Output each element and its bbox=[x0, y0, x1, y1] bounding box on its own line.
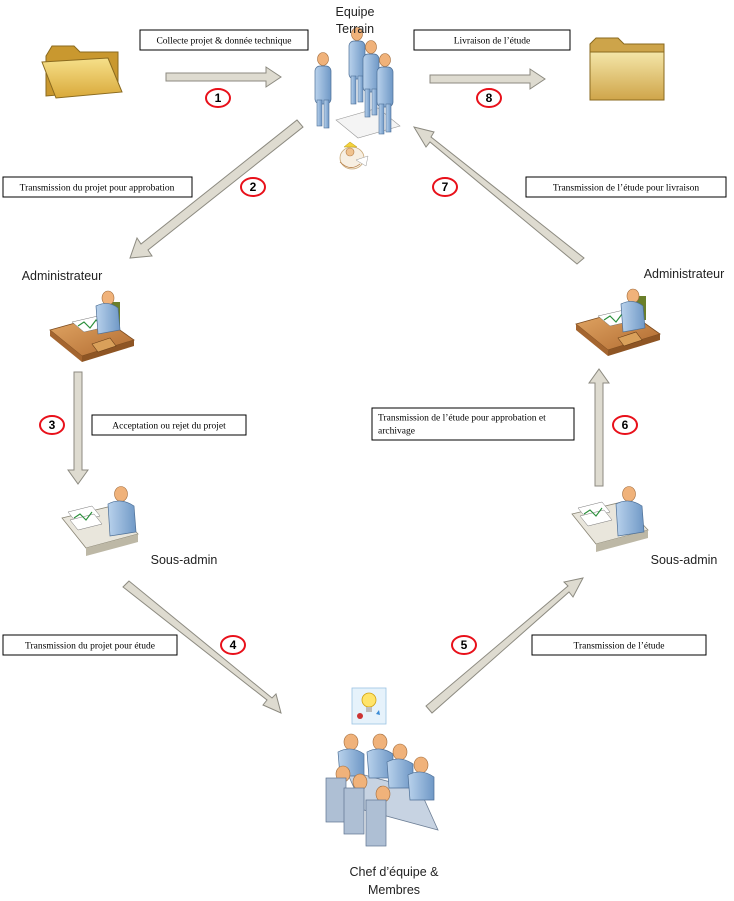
step-4-badge bbox=[220, 635, 246, 655]
step-5-label: Transmission de l’étude bbox=[574, 642, 665, 652]
step-2-box: Transmission du projet pour approbation bbox=[2, 176, 193, 198]
step-8-badge bbox=[476, 88, 502, 108]
step-6-number: 6 bbox=[622, 418, 629, 432]
arrow-6 bbox=[588, 368, 610, 487]
step-5-badge bbox=[451, 635, 477, 655]
admin-left-desk-icon bbox=[49, 290, 135, 362]
arrow-4 bbox=[122, 580, 282, 714]
subadmin-right-desk-icon bbox=[571, 486, 649, 552]
subadmin-left-desk-icon bbox=[61, 486, 139, 556]
admin-right-desk-icon bbox=[575, 288, 661, 356]
step-4-label: Transmission du projet pour étude bbox=[25, 642, 155, 652]
step-3-number: 3 bbox=[49, 418, 56, 432]
step-3-box: Acceptation ou rejet du projet bbox=[91, 414, 247, 436]
arrow-5 bbox=[425, 577, 584, 714]
step-3-badge bbox=[39, 415, 65, 435]
admin-right-label: Administrateur bbox=[644, 267, 725, 281]
step-3-label: Acceptation ou rejet du projet bbox=[112, 422, 226, 432]
step-7-badge bbox=[432, 177, 458, 197]
field-team-title-line2: Terrain bbox=[336, 22, 374, 36]
team-leader-label-line1: Chef d’équipe & bbox=[350, 865, 440, 879]
delivery-folder-icon bbox=[589, 37, 665, 101]
step-4-box: Transmission du projet pour étude bbox=[2, 634, 178, 656]
step-6-box: Transmission de l’étude pour approbation… bbox=[371, 407, 575, 441]
step-1-badge bbox=[205, 88, 231, 108]
field-team-title-line1: Equipe bbox=[336, 5, 375, 19]
step-6-label-line1: Transmission de l’étude pour approbation… bbox=[378, 414, 546, 424]
step-7-label: Transmission de l’étude pour livraison bbox=[553, 184, 700, 194]
step-1-label: Collecte projet & donnée technique bbox=[156, 37, 291, 47]
step-8-box: Livraison de l’étude bbox=[413, 29, 571, 51]
team-meeting-icon bbox=[325, 733, 439, 847]
idea-lightbulb-icon bbox=[351, 687, 387, 725]
step-2-label: Transmission du projet pour approbation bbox=[20, 184, 175, 194]
subadmin-right-label: Sous-admin bbox=[651, 553, 718, 567]
step-6-badge bbox=[612, 415, 638, 435]
arrow-1 bbox=[165, 66, 282, 88]
step-6-label-line2: archivage bbox=[378, 427, 415, 437]
field-team-icon bbox=[314, 27, 401, 139]
step-2-badge bbox=[240, 177, 266, 197]
arrow-3 bbox=[67, 371, 89, 485]
arrow-8 bbox=[429, 68, 546, 90]
source-folder-icon bbox=[41, 45, 123, 99]
team-leader-label-line2: Membres bbox=[368, 883, 420, 897]
step-7-box: Transmission de l’étude pour livraison bbox=[525, 176, 727, 198]
engineer-clipart-icon bbox=[339, 141, 369, 170]
arrow-7 bbox=[412, 126, 585, 265]
step-5-number: 5 bbox=[461, 638, 468, 652]
step-1-box: Collecte projet & donnée technique bbox=[139, 29, 309, 51]
step-2-number: 2 bbox=[250, 180, 257, 194]
admin-left-label: Administrateur bbox=[22, 269, 103, 283]
step-8-number: 8 bbox=[486, 91, 493, 105]
step-8-label: Livraison de l’étude bbox=[454, 37, 531, 47]
arrow-2 bbox=[129, 119, 304, 259]
step-5-box: Transmission de l’étude bbox=[531, 634, 707, 656]
step-1-number: 1 bbox=[215, 91, 222, 105]
step-7-number: 7 bbox=[442, 180, 449, 194]
step-4-number: 4 bbox=[230, 638, 237, 652]
subadmin-left-label: Sous-admin bbox=[151, 553, 218, 567]
